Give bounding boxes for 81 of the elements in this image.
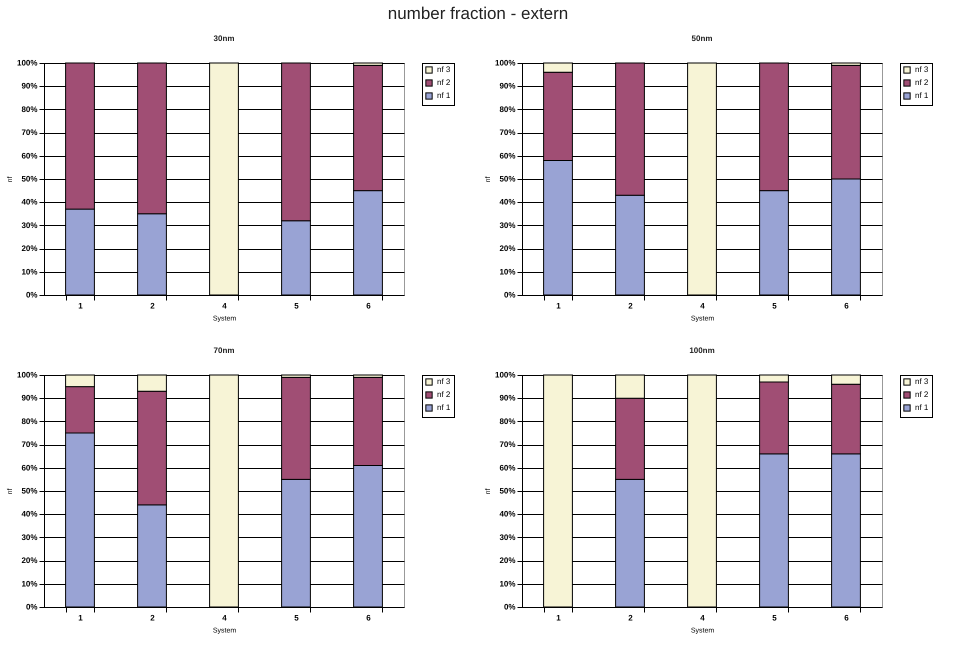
y-tick-label: 0% (504, 290, 516, 300)
x-tick-label: 6 (844, 302, 850, 310)
y-tick-label: 50% (21, 486, 38, 496)
y-tick-label: 100% (17, 370, 38, 380)
y-tick-label: 0% (26, 602, 38, 612)
chart-title: 30nm (214, 34, 234, 43)
x-tick-label: 1 (556, 302, 562, 310)
y-tick-label: 90% (499, 394, 516, 403)
y-tick-label: 30% (499, 532, 516, 542)
x-tick-label: 1 (78, 614, 84, 622)
y-tick-label: 30% (499, 220, 516, 230)
y-tick-label: 30% (21, 532, 38, 542)
y-tick-label: 80% (21, 416, 38, 426)
y-tick-label: 50% (499, 174, 516, 184)
x-tick-label: 4 (222, 614, 228, 622)
chart-title: 100nm (689, 346, 715, 355)
x-tick-label: 5 (294, 614, 300, 622)
chart-title: 70nm (214, 346, 234, 355)
x-tick-label: 6 (366, 302, 372, 310)
y-tick-label: 0% (26, 290, 38, 300)
x-tick-label: 1 (78, 302, 84, 310)
y-tick-label: 80% (499, 104, 516, 114)
y-tick-label: 10% (499, 267, 516, 276)
legend-label: nf 3 (915, 377, 929, 386)
x-tick-label: 5 (772, 302, 778, 310)
x-tick-label: 5 (772, 614, 778, 622)
x-tick-label: 2 (628, 302, 634, 310)
x-tick-label: 4 (700, 614, 706, 622)
text: number fraction - extern (386, 3, 570, 25)
y-tick-label: 0% (504, 602, 516, 612)
y-tick-label: 50% (21, 174, 38, 184)
legend-label: nf 3 (437, 377, 451, 386)
legend-label: nf 3 (915, 65, 929, 74)
y-tick-label: 10% (21, 579, 38, 588)
legend-label: nf 2 (437, 390, 451, 399)
legend-label: nf 1 (915, 403, 929, 412)
y-tick-label: 40% (21, 510, 38, 519)
legend-label: nf 2 (915, 390, 929, 399)
y-tick-label: 90% (21, 394, 38, 403)
x-tick-label: 2 (150, 302, 156, 310)
y-tick-label: 40% (499, 510, 516, 519)
legend-label: nf 1 (437, 91, 451, 100)
y-tick-label: 60% (499, 151, 516, 160)
y-tick-label: 60% (21, 151, 38, 160)
y-tick-label: 70% (499, 128, 516, 138)
y-tick-label: 20% (21, 556, 38, 566)
y-tick-label: 70% (21, 128, 38, 138)
y-tick-label: 70% (499, 440, 516, 450)
x-tick-label: 4 (700, 302, 706, 310)
y-tick-label: 100% (495, 58, 516, 68)
legend-label: nf 2 (915, 78, 929, 87)
y-tick-label: 10% (21, 267, 38, 276)
x-tick-label: 4 (222, 302, 228, 310)
chart-title: 50nm (692, 34, 712, 43)
x-tick-label: 2 (628, 614, 634, 622)
x-tick-label: 1 (556, 614, 562, 622)
y-tick-label: 30% (21, 220, 38, 230)
y-tick-label: 50% (499, 486, 516, 496)
y-tick-label: 20% (499, 556, 516, 566)
y-tick-label: 60% (21, 463, 38, 472)
x-tick-label: 6 (844, 614, 850, 622)
legend-label: nf 1 (915, 91, 929, 100)
y-tick-label: 70% (21, 440, 38, 450)
y-tick-label: 40% (499, 198, 516, 207)
x-tick-label: 6 (366, 614, 372, 622)
legend-label: nf 3 (437, 65, 451, 74)
y-tick-label: 60% (499, 463, 516, 472)
y-tick-label: 10% (499, 579, 516, 588)
legend-label: nf 2 (437, 78, 451, 87)
y-tick-label: 40% (21, 198, 38, 207)
y-tick-label: 80% (499, 416, 516, 426)
y-tick-label: 80% (21, 104, 38, 114)
legend-label: nf 1 (437, 403, 451, 412)
y-tick-label: 20% (21, 244, 38, 254)
y-tick-label: 90% (21, 82, 38, 91)
y-tick-label: 90% (499, 82, 516, 91)
x-tick-label: 2 (150, 614, 156, 622)
x-tick-label: 5 (294, 302, 300, 310)
y-tick-label: 100% (17, 58, 38, 68)
y-tick-label: 20% (499, 244, 516, 254)
y-tick-label: 100% (495, 370, 516, 380)
